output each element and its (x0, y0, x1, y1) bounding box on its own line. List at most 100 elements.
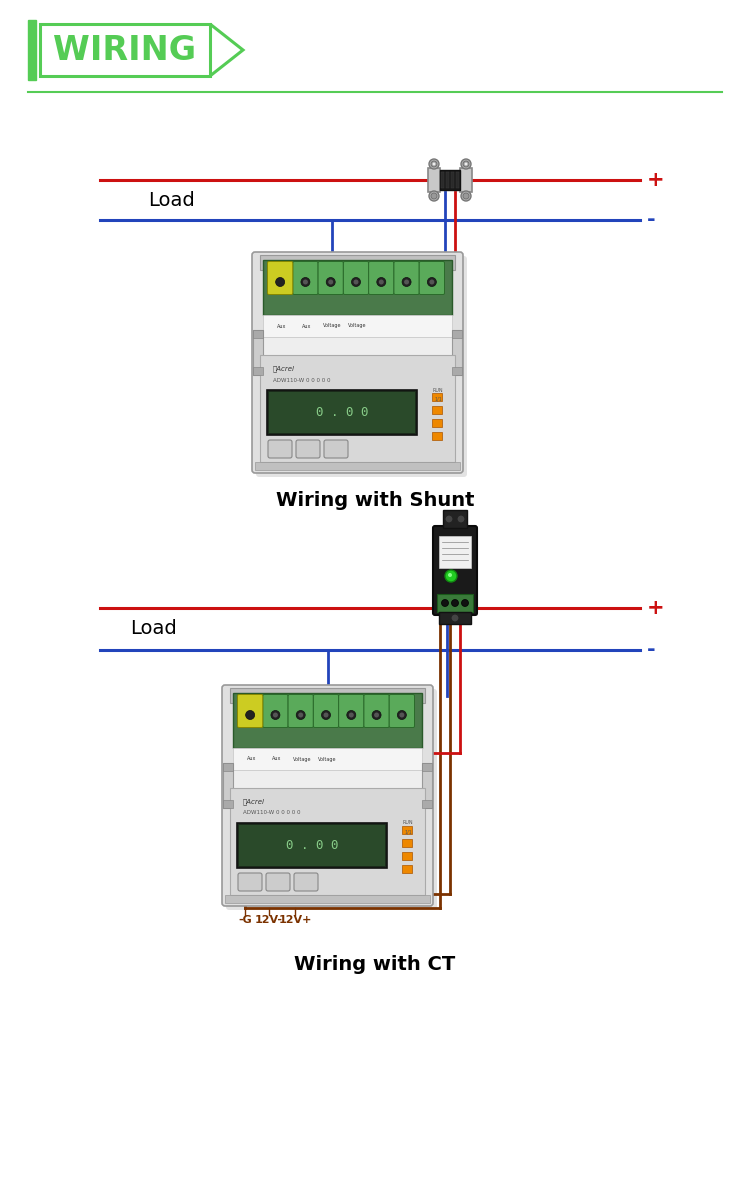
Bar (452, 367, 462, 374)
Bar (441, 172, 444, 188)
Text: WIRING: WIRING (53, 33, 196, 66)
Bar (428, 168, 440, 192)
Bar (460, 168, 472, 192)
Bar (253, 329, 263, 338)
Circle shape (463, 193, 469, 199)
Bar (233, 748, 422, 770)
Bar (432, 433, 442, 440)
Text: 1/1: 1/1 (434, 397, 442, 402)
FancyBboxPatch shape (256, 256, 467, 478)
Circle shape (248, 712, 253, 717)
FancyBboxPatch shape (419, 262, 445, 295)
Bar (456, 172, 459, 188)
Bar (223, 763, 233, 771)
FancyBboxPatch shape (339, 694, 364, 728)
Bar (223, 763, 233, 808)
Bar (446, 172, 449, 188)
FancyBboxPatch shape (318, 262, 344, 295)
Bar (452, 329, 462, 338)
FancyBboxPatch shape (262, 694, 288, 728)
Text: 0 . 0 0: 0 . 0 0 (286, 839, 338, 852)
Circle shape (398, 711, 406, 719)
Circle shape (323, 712, 328, 717)
Circle shape (301, 277, 310, 287)
Bar (253, 329, 263, 374)
Text: -: - (647, 210, 656, 230)
Circle shape (451, 614, 459, 622)
Text: 京Acrel: 京Acrel (243, 799, 265, 806)
Circle shape (276, 277, 285, 287)
FancyBboxPatch shape (268, 262, 292, 295)
Circle shape (463, 161, 469, 167)
FancyBboxPatch shape (238, 873, 262, 891)
Text: Aux: Aux (277, 324, 286, 328)
Circle shape (246, 711, 255, 719)
Text: Load: Load (130, 620, 177, 639)
FancyBboxPatch shape (314, 694, 339, 728)
Circle shape (322, 711, 331, 719)
Text: -: - (647, 640, 656, 660)
Circle shape (273, 712, 278, 717)
Bar (402, 852, 412, 860)
Bar (432, 419, 442, 427)
Circle shape (328, 280, 333, 284)
Circle shape (429, 280, 434, 284)
FancyBboxPatch shape (433, 526, 477, 615)
Text: Voltage: Voltage (293, 756, 311, 762)
Bar (233, 693, 422, 748)
Circle shape (349, 712, 354, 717)
Circle shape (326, 277, 335, 287)
Circle shape (379, 280, 384, 284)
Bar (422, 800, 432, 808)
Circle shape (276, 277, 285, 287)
Bar (402, 865, 412, 873)
FancyBboxPatch shape (344, 262, 369, 295)
Circle shape (298, 712, 303, 717)
Text: 12V+: 12V+ (278, 915, 312, 925)
Bar (40, 24, 210, 76)
Circle shape (452, 600, 458, 607)
Circle shape (445, 515, 453, 523)
FancyBboxPatch shape (238, 694, 262, 728)
Bar (230, 788, 425, 895)
Text: +: + (647, 169, 664, 190)
Text: Aux: Aux (272, 756, 281, 762)
Bar (437, 594, 473, 611)
Text: Voltage: Voltage (348, 324, 367, 328)
Circle shape (448, 574, 452, 577)
Circle shape (374, 712, 379, 717)
Bar (402, 826, 412, 834)
Text: ADW110-W 0 0 0 0 0: ADW110-W 0 0 0 0 0 (243, 811, 301, 815)
Circle shape (429, 159, 439, 169)
Bar (255, 462, 460, 470)
Bar (253, 367, 263, 374)
Circle shape (431, 161, 437, 167)
Text: RUN: RUN (433, 387, 443, 392)
FancyBboxPatch shape (238, 694, 262, 728)
Circle shape (445, 570, 457, 582)
Circle shape (278, 280, 283, 284)
Circle shape (353, 280, 358, 284)
Text: ADW110-W 0 0 0 0 0: ADW110-W 0 0 0 0 0 (273, 378, 331, 383)
Text: -G: -G (238, 915, 252, 925)
Circle shape (352, 277, 361, 287)
Circle shape (303, 280, 308, 284)
Circle shape (404, 280, 409, 284)
Text: Wiring with CT: Wiring with CT (294, 955, 455, 974)
Circle shape (464, 162, 467, 166)
Circle shape (271, 711, 280, 719)
Bar (263, 337, 452, 356)
Circle shape (429, 191, 439, 201)
Text: Voltage: Voltage (318, 756, 337, 762)
FancyBboxPatch shape (252, 252, 463, 473)
Bar (230, 688, 425, 703)
Bar (260, 255, 455, 270)
Circle shape (376, 277, 386, 287)
Circle shape (431, 193, 437, 199)
Bar (451, 172, 454, 188)
FancyBboxPatch shape (292, 262, 318, 295)
Text: Aux: Aux (247, 756, 256, 762)
Bar (432, 393, 442, 401)
FancyBboxPatch shape (268, 262, 292, 295)
Text: 12V-: 12V- (255, 915, 283, 925)
